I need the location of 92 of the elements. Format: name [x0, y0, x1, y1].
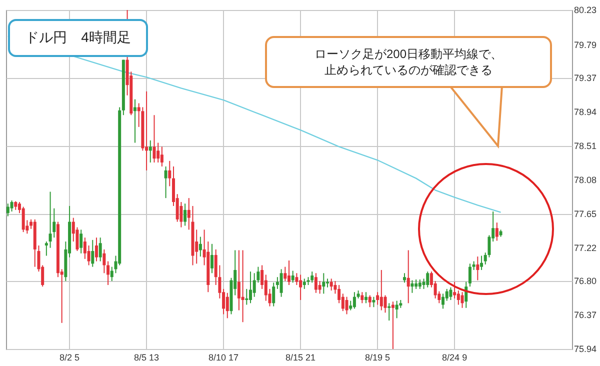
candlestick [299, 274, 302, 301]
candlestick [480, 255, 484, 270]
candlestick [248, 271, 252, 304]
x-tick-label: 8/19 5 [365, 352, 390, 362]
candlestick [210, 243, 214, 274]
candlestick [314, 272, 318, 294]
candlestick [453, 281, 456, 299]
candlestick [395, 300, 398, 319]
candlestick [376, 292, 380, 306]
candlestick [476, 256, 480, 281]
y-tick-label: 76.80 [574, 276, 597, 286]
candlestick [6, 203, 10, 217]
annotation: ローソク足が200日移動平均線で、止められているのが確認できる [313, 46, 504, 78]
x-tick-label: 8/15 21 [286, 352, 316, 362]
y-tick-label: 79.37 [574, 72, 597, 83]
candlestick [106, 260, 110, 286]
candlestick [91, 239, 94, 268]
candlestick [380, 269, 383, 311]
candlestick [495, 222, 498, 242]
y-tick-label: 77.65 [574, 208, 597, 219]
candlestick [168, 160, 172, 187]
candlestick [288, 260, 290, 286]
candlestick [133, 98, 136, 144]
candlestick [80, 229, 83, 254]
candlestick [360, 292, 364, 304]
candlestick [349, 300, 352, 311]
candlestick [310, 271, 314, 284]
candlestick [226, 292, 229, 319]
candlestick [280, 268, 283, 298]
y-tick-label: 78.51 [574, 140, 597, 151]
candlestick [322, 272, 326, 294]
candlestick [83, 237, 86, 260]
candlestick [345, 296, 348, 315]
candlestick [272, 282, 276, 307]
candlestick [48, 191, 52, 248]
candlestick [94, 237, 98, 262]
candlestick [295, 272, 298, 286]
candlestick [284, 266, 287, 282]
candlestick [98, 237, 102, 262]
candlestick [391, 301, 394, 350]
x-tick-label: 8/10 17 [208, 352, 239, 362]
candlestick [160, 146, 164, 167]
candlestick [414, 278, 418, 290]
candlestick [442, 293, 445, 310]
candlestick [368, 294, 372, 308]
y-tick-label: 76.37 [574, 310, 597, 320]
candlestick [330, 278, 333, 292]
candlestick [198, 236, 202, 258]
candlestick [164, 166, 168, 199]
candlestick [403, 272, 406, 284]
candlestick [341, 293, 344, 312]
text: ドル円 4時間足 [8, 19, 148, 57]
candlestick [318, 280, 322, 294]
x-tick-label: 8/24 9 [442, 352, 468, 362]
candlestick [418, 278, 422, 290]
candlestick [245, 288, 248, 306]
candlestick [445, 288, 448, 302]
candlestick [152, 114, 156, 164]
candlestick [102, 248, 106, 274]
candlestick [384, 294, 387, 314]
candlestick [456, 290, 460, 306]
candlestick [410, 280, 414, 294]
y-tick-label: 79.79 [574, 40, 597, 50]
candlestick [352, 292, 356, 310]
candlestick [237, 250, 240, 311]
candlestick [460, 292, 464, 308]
candlestick [22, 206, 25, 233]
candlestick [145, 90, 148, 171]
x-tick-label: 8/2 5 [60, 352, 80, 362]
candlestick [372, 296, 376, 308]
candlestick [184, 203, 187, 226]
candlestick [291, 270, 294, 284]
candlestick [406, 250, 410, 304]
candlestick [148, 140, 152, 164]
candlestick [388, 302, 391, 322]
y-tick-label: 75.94 [574, 344, 597, 354]
candlestick [156, 142, 160, 164]
x-tick-label: 8/5 13 [134, 352, 160, 362]
candlestick [364, 292, 368, 304]
candlestick [449, 286, 452, 301]
candlestick [87, 244, 90, 266]
candlestick [276, 276, 279, 290]
y-tick-label: 77.22 [574, 242, 597, 253]
candlestick [241, 250, 244, 323]
y-tick-label: 78.94 [574, 106, 597, 117]
candlestick [426, 271, 430, 288]
y-tick-label: 80.23 [574, 5, 597, 15]
candlestick [44, 241, 48, 256]
candlestick [468, 263, 472, 288]
y-tick-label: 78.08 [574, 174, 597, 185]
candlestick [10, 200, 14, 212]
candlestick [302, 278, 306, 290]
